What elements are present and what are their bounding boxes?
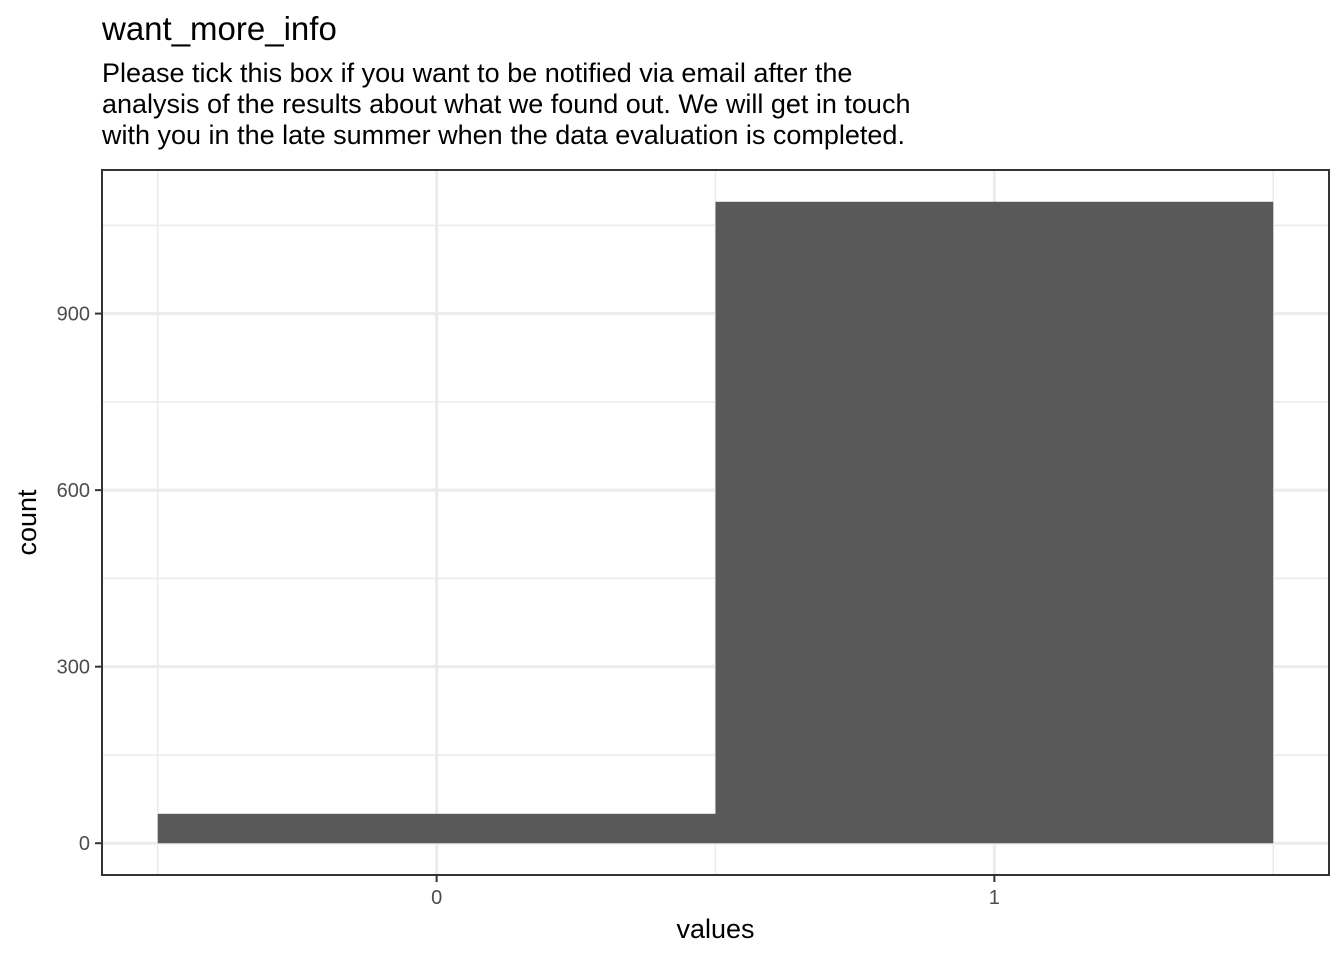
bar-1: [715, 201, 1274, 844]
y-tick-label: 600: [57, 480, 90, 502]
panel-border: [101, 169, 1330, 876]
subtitle-line-1: Please tick this box if you want to be n…: [102, 58, 853, 88]
x-tick-label: 0: [431, 887, 442, 909]
y-axis: 0 300 600 900: [57, 304, 102, 855]
bars: [157, 201, 1274, 844]
y-tick-label: 300: [57, 657, 90, 679]
y-tick-label: 900: [57, 304, 90, 326]
x-axis-title: values: [676, 914, 754, 944]
subtitle-line-3: with you in the late summer when the dat…: [102, 120, 905, 150]
bar-0: [157, 813, 716, 844]
subtitle-line-2: analysis of the results about what we fo…: [102, 89, 911, 119]
x-tick-label: 1: [989, 887, 1000, 909]
y-axis-title: count: [12, 489, 42, 556]
chart-subtitle: Please tick this box if you want to be n…: [102, 58, 1202, 151]
y-tick-label: 0: [79, 833, 90, 855]
chart-title: want_more_info: [102, 10, 337, 47]
